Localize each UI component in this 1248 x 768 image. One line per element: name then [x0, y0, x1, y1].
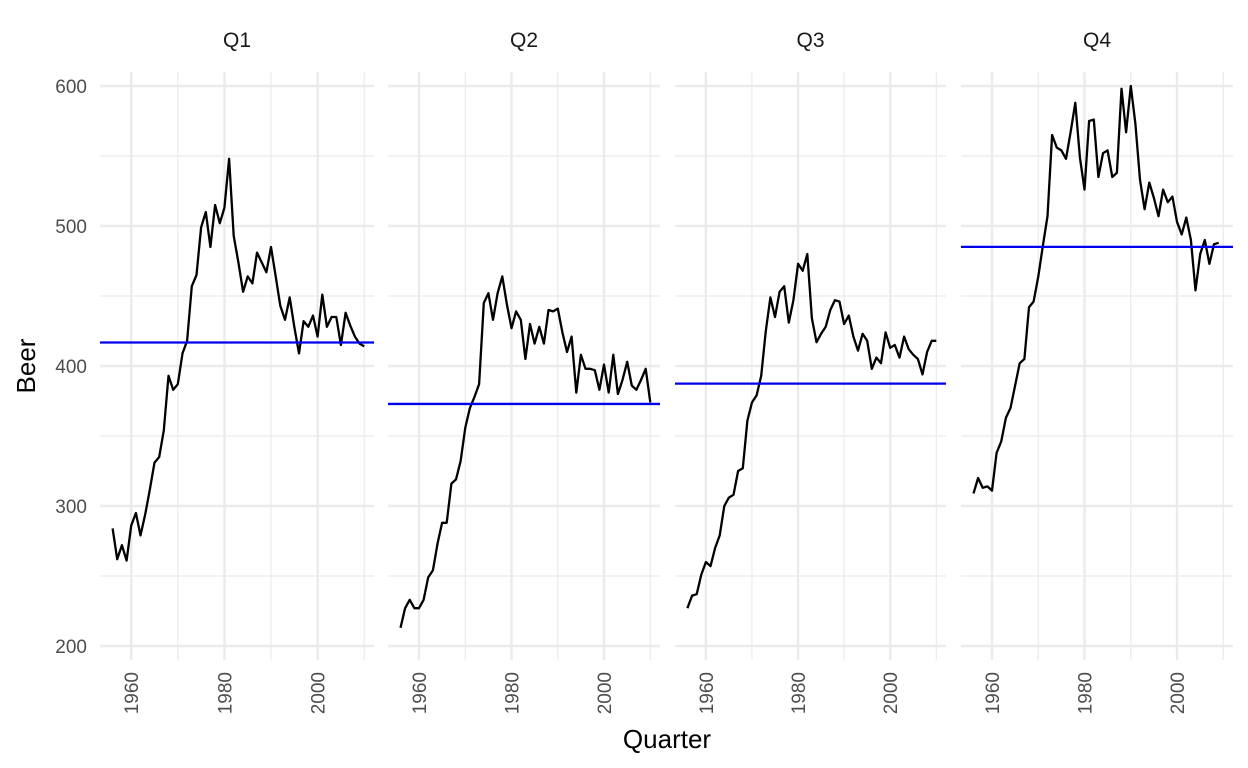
y-tick-label: 200 — [55, 637, 87, 658]
series-line — [399, 275, 652, 629]
y-tick-label: 500 — [55, 217, 87, 238]
facet-panel: 1960 1980 2000 Q4 — [961, 29, 1233, 714]
x-tick-label: 1960 — [697, 672, 718, 714]
series-line — [972, 84, 1220, 494]
facet-panel: 1960 1980 2000 Q3 — [675, 29, 946, 714]
x-axis-title: Quarter — [623, 724, 711, 754]
x-tick-label: 1980 — [215, 672, 236, 714]
x-tick-label: 2000 — [309, 672, 330, 714]
facets-layer: 1960 1980 2000 Q1 1960 1980 2000 Q2 1960 1980 2000… — [100, 29, 1233, 714]
facet-strip-label: Q4 — [1083, 29, 1111, 52]
x-tick-label: 1980 — [503, 672, 524, 714]
y-axis-title: Beer — [11, 338, 41, 393]
facet-panel: 1960 1980 2000 Q1 — [100, 29, 374, 714]
x-tick-label: 1960 — [122, 672, 143, 714]
x-tick-label: 2000 — [1168, 672, 1189, 714]
facet-strip-label: Q2 — [510, 29, 538, 52]
y-tick-label: 400 — [55, 357, 87, 378]
x-tick-label: 1960 — [983, 672, 1004, 714]
facet-strip-label: Q1 — [223, 29, 251, 52]
x-tick-label: 1960 — [410, 672, 431, 714]
y-tick-label: 600 — [55, 77, 87, 98]
x-tick-label: 1980 — [789, 672, 810, 714]
x-tick-label: 1980 — [1076, 672, 1097, 714]
series-line — [686, 252, 937, 609]
grid-layer — [100, 72, 1233, 660]
y-tick-label: 300 — [55, 497, 87, 518]
x-tick-label: 2000 — [881, 672, 902, 714]
facet-strip-label: Q3 — [796, 29, 824, 52]
facet-panel: 1960 1980 2000 Q2 — [388, 29, 660, 714]
series-line — [111, 157, 365, 562]
x-tick-label: 2000 — [595, 672, 616, 714]
y-tick-labels: 200 300 400 500 600 — [55, 77, 87, 658]
